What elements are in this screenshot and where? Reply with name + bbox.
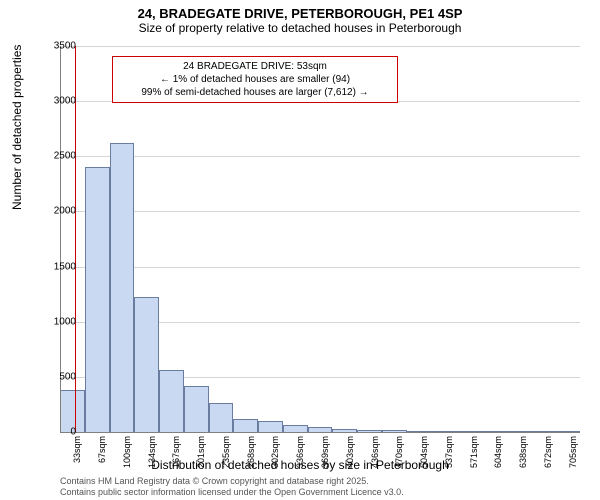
y-tick: 1000 (46, 316, 76, 327)
x-tick: 33sqm (72, 436, 82, 463)
y-tick: 2500 (46, 151, 76, 162)
histogram-bar (134, 297, 159, 432)
x-tick: 604sqm (493, 436, 503, 468)
x-tick: 470sqm (394, 436, 404, 468)
y-tick: 3000 (46, 96, 76, 107)
annotation-box: 24 BRADEGATE DRIVE: 53sqm← 1% of detache… (112, 56, 398, 103)
x-tick: 638sqm (518, 436, 528, 468)
y-tick: 500 (46, 371, 76, 382)
x-tick: 537sqm (444, 436, 454, 468)
y-tick: 1500 (46, 261, 76, 272)
histogram-bar (184, 386, 209, 432)
x-tick: 134sqm (147, 436, 157, 468)
annotation-line: 99% of semi-detached houses are larger (… (119, 86, 391, 99)
chart-area: 24 BRADEGATE DRIVE: 53sqm← 1% of detache… (60, 46, 580, 432)
x-tick: 571sqm (469, 436, 479, 468)
footer-attribution: Contains HM Land Registry data © Crown c… (60, 476, 404, 498)
x-tick: 336sqm (295, 436, 305, 468)
x-axis-line (60, 432, 580, 433)
grid-line (60, 156, 580, 157)
histogram-bar (159, 370, 184, 432)
annotation-line: 24 BRADEGATE DRIVE: 53sqm (119, 60, 391, 73)
x-tick: 369sqm (320, 436, 330, 468)
x-tick: 201sqm (196, 436, 206, 468)
y-tick: 2000 (46, 206, 76, 217)
histogram-bar (283, 425, 308, 432)
grid-line (60, 46, 580, 47)
grid-line (60, 267, 580, 268)
footer-line-1: Contains HM Land Registry data © Crown c… (60, 476, 404, 487)
x-tick: 268sqm (246, 436, 256, 468)
x-tick: 302sqm (270, 436, 280, 468)
histogram-bar (85, 167, 110, 432)
y-tick: 3500 (46, 41, 76, 52)
y-axis-label: Number of detached properties (10, 45, 24, 210)
x-tick: 705sqm (568, 436, 578, 468)
histogram-bar (110, 143, 135, 432)
histogram-bar (258, 421, 283, 432)
x-tick: 403sqm (345, 436, 355, 468)
x-tick: 67sqm (97, 436, 107, 463)
histogram-bar (209, 403, 234, 432)
grid-line (60, 211, 580, 212)
annotation-line: ← 1% of detached houses are smaller (94) (119, 73, 391, 86)
x-tick: 436sqm (370, 436, 380, 468)
plot-region: 24 BRADEGATE DRIVE: 53sqm← 1% of detache… (60, 46, 580, 432)
page-title: 24, BRADEGATE DRIVE, PETERBOROUGH, PE1 4… (0, 6, 600, 21)
x-tick: 504sqm (419, 436, 429, 468)
page-subtitle: Size of property relative to detached ho… (0, 21, 600, 35)
x-tick: 672sqm (543, 436, 553, 468)
histogram-bar (233, 419, 258, 432)
footer-line-2: Contains public sector information licen… (60, 487, 404, 498)
x-tick: 235sqm (221, 436, 231, 468)
x-tick: 167sqm (171, 436, 181, 468)
x-tick: 100sqm (122, 436, 132, 468)
